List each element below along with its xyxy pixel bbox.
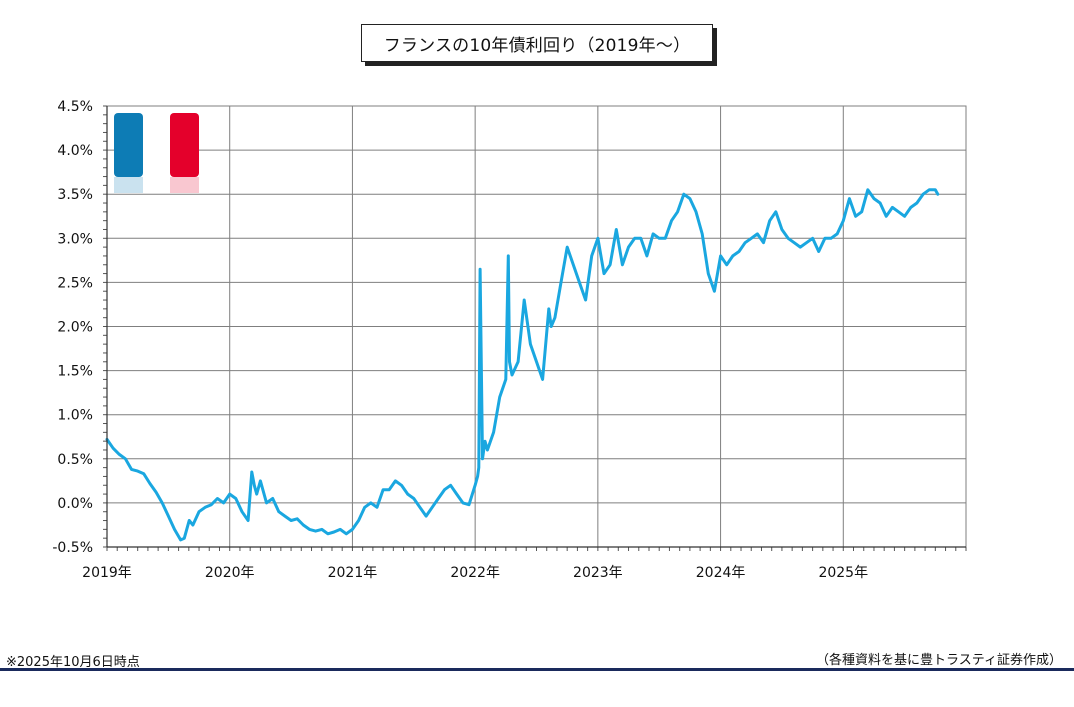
line-chart: 4.5% 4.0% 3.5% 3.0% 2.5% 2.0% 1.5% 1.0% 0.5% 0.0%… [52,99,967,581]
y-tick-label: 1.0% [57,408,93,424]
chart-title: フランスの10年債利回り（2019年～） [361,24,713,62]
x-tick-label: 2019年 [82,565,132,581]
y-tick-label: 2.0% [57,320,93,336]
y-tick-label: -0.5% [52,540,93,556]
y-tick-label: 4.5% [57,99,93,115]
as-of-note: ※2025年10月6日時点 [6,655,140,670]
france-flag-icon [114,113,199,193]
flag-blue-reflection [114,177,143,193]
series-line-0 [105,188,940,542]
x-tick-label: 2021年 [328,565,378,581]
flag-red-reflection [170,177,199,193]
y-tick-label: 4.0% [57,143,93,159]
x-tick-label: 2023年 [573,565,623,581]
y-tick-label: 0.5% [57,452,93,468]
x-tick-label: 2024年 [696,565,746,581]
y-tick-label: 0.0% [57,496,93,512]
source-note: （各種資料を基に豊トラスティ証券作成） [816,653,1062,668]
y-tick-label: 3.0% [57,231,93,247]
flag-red-band [170,113,199,177]
y-tick-label: 1.5% [57,364,93,380]
flag-blue-band [114,113,143,177]
x-tick-label: 2025年 [818,565,868,581]
footer-divider [0,668,1074,671]
x-tick-label: 2022年 [450,565,500,581]
series-layer [105,188,940,542]
y-tick-label: 2.5% [57,275,93,291]
flag-white-band [143,113,170,177]
x-tick-label: 2020年 [205,565,255,581]
grid-lines [106,105,967,548]
y-tick-label: 3.5% [57,187,93,203]
axes-layer: 4.5% 4.0% 3.5% 3.0% 2.5% 2.0% 1.5% 1.0% 0.5% 0.0%… [52,99,967,581]
